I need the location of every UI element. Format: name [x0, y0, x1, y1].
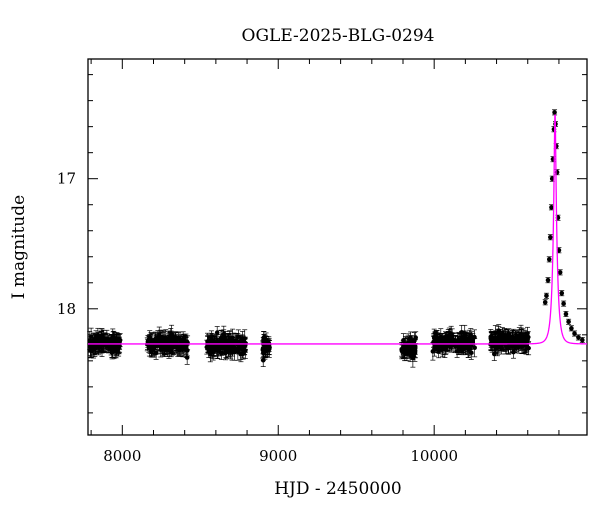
data-point: [411, 343, 417, 357]
data-point: [466, 329, 472, 349]
data-point: [545, 277, 551, 284]
data-point: [572, 330, 578, 337]
data-point: [152, 339, 158, 354]
data-point: [228, 333, 234, 349]
data-point: [546, 256, 552, 263]
data-point: [542, 299, 548, 306]
x-tick-label: 10000: [410, 447, 458, 465]
data-point: [568, 325, 574, 332]
ticks-layer: 8000 9000 10000 17 18: [57, 59, 587, 465]
data-point: [432, 332, 438, 349]
data-point: [524, 331, 530, 350]
data-point: [261, 334, 267, 349]
data-point: [552, 109, 558, 116]
data-point: [543, 292, 549, 299]
data-point: [260, 353, 266, 367]
plot-frame: [87, 58, 588, 436]
data-point: [557, 269, 563, 276]
data-point: [407, 345, 413, 363]
data-point: [496, 334, 502, 349]
data-point: [145, 334, 151, 348]
data-point: [106, 334, 112, 347]
data-point: [563, 311, 569, 317]
data-point: [446, 327, 452, 346]
data-point: [559, 290, 565, 297]
x-tick-label: 9000: [259, 447, 297, 465]
data-point: [155, 336, 161, 348]
data-point: [566, 318, 572, 325]
x-tick-label: 8000: [103, 447, 141, 465]
data-point: [579, 337, 585, 343]
data-point: [98, 333, 104, 349]
data-point: [513, 330, 519, 347]
data-point: [163, 342, 169, 356]
y-axis-label: I magnitude: [9, 195, 29, 299]
data-point: [238, 345, 244, 363]
data-point: [211, 342, 217, 356]
data-point: [88, 344, 94, 358]
data-points-layer: [87, 109, 585, 368]
data-point: [110, 338, 116, 355]
data-point: [401, 344, 407, 359]
model-curve: [88, 114, 587, 345]
chart-title: OGLE-2025-BLG-0294: [242, 26, 435, 46]
x-axis-label: HJD - 2450000: [274, 479, 402, 499]
y-tick-label: 18: [57, 300, 76, 318]
data-point: [547, 234, 553, 241]
data-point: [160, 332, 166, 350]
y-tick-label: 17: [57, 170, 76, 188]
data-point: [561, 300, 567, 307]
data-point: [217, 340, 223, 353]
